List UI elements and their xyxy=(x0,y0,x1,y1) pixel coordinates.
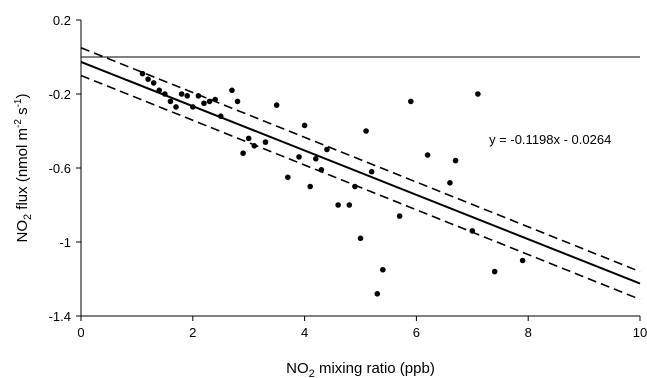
data-point xyxy=(184,93,191,99)
confidence-upper-line xyxy=(80,47,641,273)
data-point xyxy=(447,180,453,186)
data-point xyxy=(139,70,146,77)
x-axis-title: NO2 mixing ratio (ppb) xyxy=(286,360,435,378)
y-title-post: ) xyxy=(14,94,31,99)
x-tick-label: 6 xyxy=(413,325,420,340)
data-point xyxy=(318,167,325,173)
x-tick-label: 2 xyxy=(189,325,196,340)
data-point xyxy=(178,91,185,97)
data-point xyxy=(245,135,252,142)
y-tick-label: -0.6 xyxy=(49,161,71,176)
data-point xyxy=(262,139,269,145)
data-point xyxy=(273,102,280,108)
y-tick-label: -1 xyxy=(59,235,71,250)
data-point xyxy=(408,98,414,105)
data-point xyxy=(368,168,375,175)
x-title-post: mixing ratio (ppb) xyxy=(315,360,435,377)
data-point xyxy=(380,266,386,273)
y-title-superscript-1: -2 xyxy=(13,119,24,128)
data-point xyxy=(424,152,431,158)
data-point xyxy=(156,87,163,94)
x-tick-label: 10 xyxy=(633,325,647,340)
data-point xyxy=(217,113,224,119)
x-tick-label: 4 xyxy=(301,325,308,340)
data-point xyxy=(469,228,476,234)
data-point xyxy=(212,96,218,103)
y-title-mid2: s xyxy=(14,107,31,119)
y-title-mid: flux (nmol m xyxy=(14,128,31,214)
data-point xyxy=(162,91,168,97)
data-point xyxy=(251,143,258,149)
data-point xyxy=(301,122,308,129)
y-tick-label: -1.4 xyxy=(49,309,71,324)
data-point xyxy=(452,157,459,164)
data-point xyxy=(285,174,291,181)
x-tick-label: 0 xyxy=(77,325,84,340)
data-point xyxy=(229,87,235,94)
data-point xyxy=(374,291,381,297)
y-title-superscript-2: -1 xyxy=(13,98,24,107)
regression-equation: y = -0.1198x - 0.0264 xyxy=(489,132,611,147)
regression-line xyxy=(80,60,641,285)
y-tick-label: 0.2 xyxy=(53,13,71,28)
data-point xyxy=(519,257,526,264)
plot-area xyxy=(80,20,641,317)
data-point xyxy=(396,213,403,219)
confidence-lower-line xyxy=(80,74,641,301)
data-point xyxy=(307,183,313,190)
data-point xyxy=(491,268,498,275)
y-title-pre: NO xyxy=(14,220,31,243)
x-tick-label: 8 xyxy=(525,325,532,340)
data-point xyxy=(195,93,202,99)
x-title-subscript: 2 xyxy=(309,368,315,378)
data-point xyxy=(145,76,151,82)
data-point xyxy=(335,202,341,208)
data-point xyxy=(363,128,369,134)
data-point xyxy=(150,80,157,86)
data-point xyxy=(475,91,481,97)
data-point xyxy=(190,104,196,110)
data-point xyxy=(234,98,241,105)
data-point xyxy=(206,98,213,105)
y-tick-label: -0.2 xyxy=(49,87,71,102)
axis-ticks: 0 2 4 6 8 10 0.2 -0.2 -0.6 -1 -1.4 xyxy=(49,13,647,340)
x-title-pre: NO xyxy=(286,360,309,377)
data-point xyxy=(312,155,319,162)
data-point xyxy=(324,146,330,153)
y-axis-title: NO2 flux (nmol m-2 s-1) xyxy=(13,94,34,243)
data-point xyxy=(352,183,358,190)
data-point xyxy=(296,154,302,160)
y-title-subscript: 2 xyxy=(22,214,34,220)
data-point xyxy=(201,100,207,107)
data-point xyxy=(173,104,179,110)
data-point xyxy=(240,150,246,156)
data-point xyxy=(167,98,174,105)
data-point xyxy=(357,235,364,242)
data-point xyxy=(346,202,353,208)
